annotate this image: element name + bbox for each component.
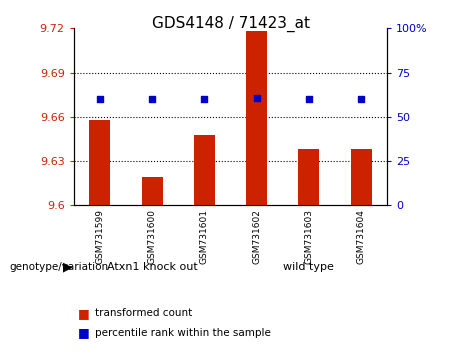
Bar [351, 149, 372, 205]
Bar [142, 177, 163, 205]
Text: ■: ■ [78, 307, 90, 320]
Bar [298, 149, 319, 205]
Text: ■: ■ [78, 326, 90, 339]
Text: genotype/variation: genotype/variation [9, 262, 108, 272]
Text: GSM731604: GSM731604 [357, 209, 366, 263]
Bar [194, 135, 215, 205]
Text: transformed count: transformed count [95, 308, 192, 318]
Bar [246, 31, 267, 205]
Text: percentile rank within the sample: percentile rank within the sample [95, 328, 271, 338]
Text: Atxn1 knock out: Atxn1 knock out [107, 262, 197, 272]
Point [148, 96, 156, 102]
Text: ▶: ▶ [63, 261, 73, 274]
Text: GSM731602: GSM731602 [252, 209, 261, 263]
Text: GSM731600: GSM731600 [148, 209, 157, 264]
Point [96, 96, 104, 102]
Text: wild type: wild type [284, 262, 334, 272]
Text: GSM731603: GSM731603 [304, 209, 313, 264]
Bar [89, 120, 110, 205]
Point [253, 95, 260, 101]
Text: GSM731601: GSM731601 [200, 209, 209, 264]
Point [357, 96, 365, 102]
Text: GDS4148 / 71423_at: GDS4148 / 71423_at [152, 16, 309, 32]
Point [201, 96, 208, 102]
Text: GSM731599: GSM731599 [95, 209, 104, 264]
Point [305, 96, 313, 102]
